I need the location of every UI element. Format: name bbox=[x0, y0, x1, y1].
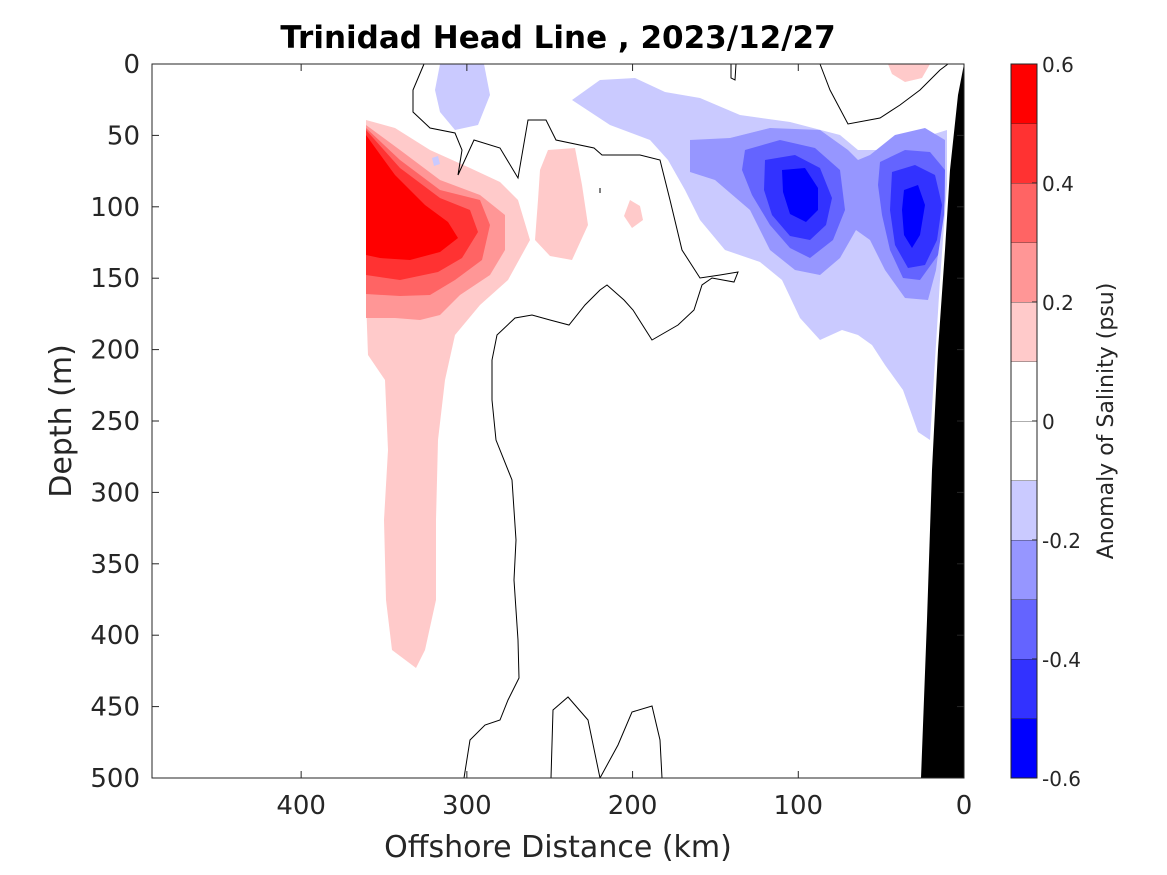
colorbar-tick-label: 0 bbox=[1042, 410, 1055, 434]
zero-contours bbox=[412, 63, 949, 779]
zero-contour-surface-notch bbox=[730, 63, 737, 81]
contour-fills bbox=[366, 64, 947, 668]
colorbar-swatch bbox=[1011, 183, 1037, 243]
y-tick-label: 200 bbox=[90, 336, 140, 366]
contour-fill-neg-dot bbox=[432, 156, 440, 166]
x-axis: 400 300 200 100 0 bbox=[276, 64, 972, 821]
colorbar: 0.6 0.4 0.2 0 -0.2 -0.4 -0.6 bbox=[1010, 53, 1081, 791]
colorbar-tick-label: 0.6 bbox=[1042, 53, 1074, 77]
y-tick-label: 400 bbox=[90, 621, 140, 651]
colorbar-swatch bbox=[1011, 421, 1037, 481]
y-tick-label: 150 bbox=[90, 264, 140, 294]
contour-fill-pos-patch-1 bbox=[535, 148, 588, 260]
colorbar-title: Anomaly of Salinity (psu) bbox=[1094, 283, 1119, 560]
bathymetry-shelf bbox=[921, 64, 964, 778]
y-tick-label: 0 bbox=[123, 50, 140, 80]
colorbar-swatch bbox=[1011, 361, 1037, 421]
colorbar-tick-label: -0.6 bbox=[1042, 767, 1081, 791]
y-tick-label: 300 bbox=[90, 478, 140, 508]
chart-title: Trinidad Head Line , 2023/12/27 bbox=[280, 20, 835, 56]
colorbar-swatch bbox=[1011, 480, 1037, 540]
colorbar-swatch bbox=[1011, 123, 1037, 183]
y-tick-label: 350 bbox=[90, 550, 140, 580]
y-tick-label: 450 bbox=[90, 693, 140, 723]
y-tick-label: 250 bbox=[90, 407, 140, 437]
colorbar-swatch bbox=[1011, 64, 1037, 124]
y-axis: 0 50 100 150 200 250 300 350 400 450 500 bbox=[90, 50, 964, 794]
colorbar-swatch bbox=[1011, 659, 1037, 719]
colorbar-swatch bbox=[1011, 242, 1037, 302]
colorbar-tick-label: -0.4 bbox=[1042, 648, 1081, 672]
plot-area: 0 50 100 150 200 250 300 350 400 450 500 400 300 200… bbox=[90, 50, 972, 821]
x-tick-label: 0 bbox=[956, 791, 973, 821]
zero-contour-deep-2 bbox=[599, 705, 663, 779]
colorbar-tick-label: -0.2 bbox=[1042, 529, 1081, 553]
y-axis-title: Depth (m) bbox=[44, 344, 79, 498]
x-tick-label: 300 bbox=[442, 791, 492, 821]
colorbar-tick-label: 0.4 bbox=[1042, 172, 1074, 196]
colorbar-swatch bbox=[1011, 540, 1037, 600]
y-tick-label: 50 bbox=[107, 121, 140, 151]
x-tick-label: 200 bbox=[608, 791, 658, 821]
colorbar-swatch bbox=[1011, 718, 1037, 778]
contour-fill-neg-surface-small bbox=[435, 64, 490, 130]
y-tick-label: 100 bbox=[90, 193, 140, 223]
x-tick-label: 100 bbox=[773, 791, 823, 821]
contour-fill-pos-0.5 bbox=[366, 135, 458, 260]
colorbar-swatch bbox=[1011, 599, 1037, 659]
x-tick-label: 400 bbox=[276, 791, 326, 821]
colorbar-tick-label: 0.2 bbox=[1042, 291, 1074, 315]
colorbar-swatch bbox=[1011, 302, 1037, 362]
x-axis-title: Offshore Distance (km) bbox=[384, 830, 732, 865]
zero-contour-main bbox=[412, 63, 739, 779]
contour-fill-neg-0.5 bbox=[782, 168, 925, 248]
contour-fill-pos-surface bbox=[888, 64, 930, 82]
zero-contour-surface-right bbox=[819, 63, 949, 125]
y-tick-label: 500 bbox=[90, 764, 140, 794]
zero-contour-deep-1 bbox=[550, 696, 601, 779]
contour-fill-pos-patch-2 bbox=[624, 200, 643, 228]
